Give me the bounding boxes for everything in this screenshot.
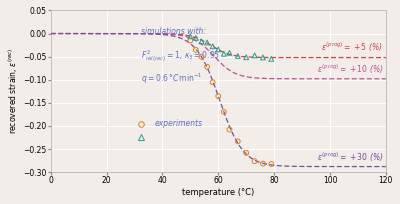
Point [260,162,266,165]
Point [243,151,249,155]
Text: experiments: experiments [154,119,203,128]
Text: $F^2_{rel(rec)}=1$, $\kappa_3=0.95$: $F^2_{rel(rec)}=1$, $\kappa_3=0.95$ [141,49,220,65]
Point [215,48,222,51]
Point [187,39,194,42]
Point [187,35,194,38]
X-axis label: temperature (°C): temperature (°C) [182,188,254,197]
Text: $\varepsilon^{(prog)}=+30$ (%): $\varepsilon^{(prog)}=+30$ (%) [317,150,383,164]
Point [210,81,216,84]
Point [235,140,241,143]
Point [260,56,266,59]
Text: $\varepsilon^{(prog)}=+5$ (%): $\varepsilon^{(prog)}=+5$ (%) [322,40,383,54]
Point [198,55,205,59]
Point [226,128,233,131]
Point [251,54,258,57]
Point [268,162,274,166]
Point [204,65,210,68]
Text: $q=0.6\,°C\,\mathrm{min}^{-1}$: $q=0.6\,°C\,\mathrm{min}^{-1}$ [141,72,203,86]
Point [193,48,199,52]
Text: $\varepsilon^{(prog)}=+10$ (%): $\varepsilon^{(prog)}=+10$ (%) [317,63,383,76]
Point [226,51,233,54]
Point [204,41,210,44]
Text: simulations with:: simulations with: [141,27,206,36]
Point [193,36,199,40]
Point [198,40,205,43]
Point [215,94,222,98]
Point [268,57,274,60]
Point [210,45,216,48]
Point [251,160,258,163]
Point [243,56,249,59]
Point [235,54,241,58]
Point [221,110,227,113]
Y-axis label: recovered strain, $\varepsilon^{(rec)}$: recovered strain, $\varepsilon^{(rec)}$ [7,48,20,134]
Point [221,52,227,55]
